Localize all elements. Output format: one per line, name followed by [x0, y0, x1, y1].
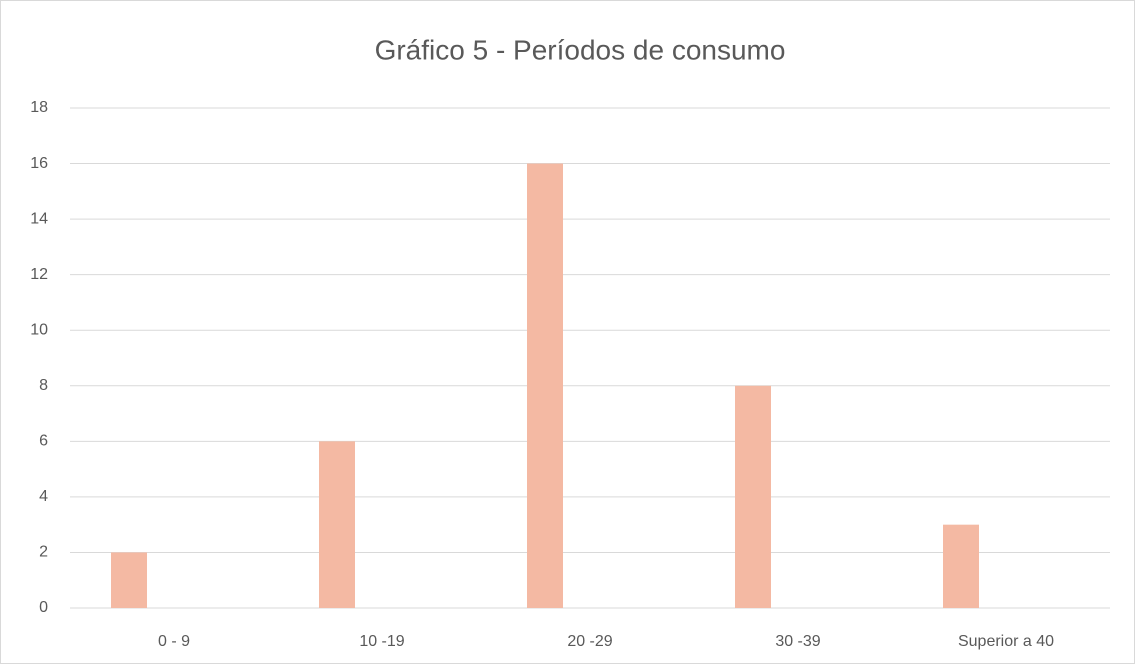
- y-tick-label: 6: [39, 433, 48, 450]
- bar: [111, 552, 147, 608]
- y-tick-label: 18: [30, 99, 48, 116]
- bar: [735, 385, 771, 608]
- x-tick-label: 30 -39: [775, 633, 820, 650]
- x-tick-label: 0 - 9: [158, 633, 190, 650]
- y-tick-label: 4: [39, 488, 48, 505]
- y-tick-label: 8: [39, 377, 48, 394]
- y-tick-label: 0: [39, 599, 48, 616]
- x-tick-label: Superior a 40: [958, 633, 1054, 650]
- x-tick-label: 10 -19: [359, 633, 404, 650]
- y-tick-label: 2: [39, 544, 48, 561]
- chart-title: Gráfico 5 - Períodos de consumo: [375, 34, 786, 65]
- y-tick-label: 14: [30, 210, 48, 227]
- bar: [319, 441, 355, 608]
- y-tick-label: 12: [30, 266, 48, 283]
- y-tick-label: 10: [30, 321, 48, 338]
- bar: [527, 163, 563, 609]
- y-tick-label: 16: [30, 155, 48, 172]
- bar: [943, 524, 979, 608]
- x-tick-label: 20 -29: [567, 633, 612, 650]
